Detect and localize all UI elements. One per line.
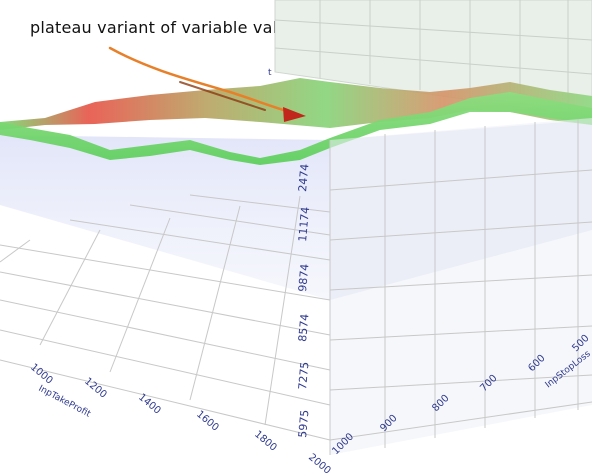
x-tick-label: 2000	[306, 452, 333, 473]
annotation-arrow	[108, 46, 306, 122]
x-tick-label: 1800	[252, 429, 279, 454]
x-axis-label: InpTakeProfit	[37, 384, 93, 420]
z-tick-label: 2474	[296, 163, 311, 192]
z-tick-label: 7275	[296, 361, 311, 390]
z-tick-label: 11174	[296, 206, 312, 242]
z-tick-label: 5975	[296, 409, 311, 438]
z-tick-label: 8574	[296, 313, 311, 342]
z-axis-ticks: 2474 11174 9874 8574 7275 5975	[296, 163, 312, 438]
front-box	[329, 118, 592, 455]
z-tick-top: t	[268, 68, 272, 78]
x-tick-label: 1200	[82, 376, 109, 401]
z-tick-label: 9874	[296, 263, 311, 292]
x-tick-label: 1400	[136, 392, 163, 417]
plateau-annotation: plateau variant of variable values	[30, 18, 307, 37]
surface	[0, 78, 592, 165]
